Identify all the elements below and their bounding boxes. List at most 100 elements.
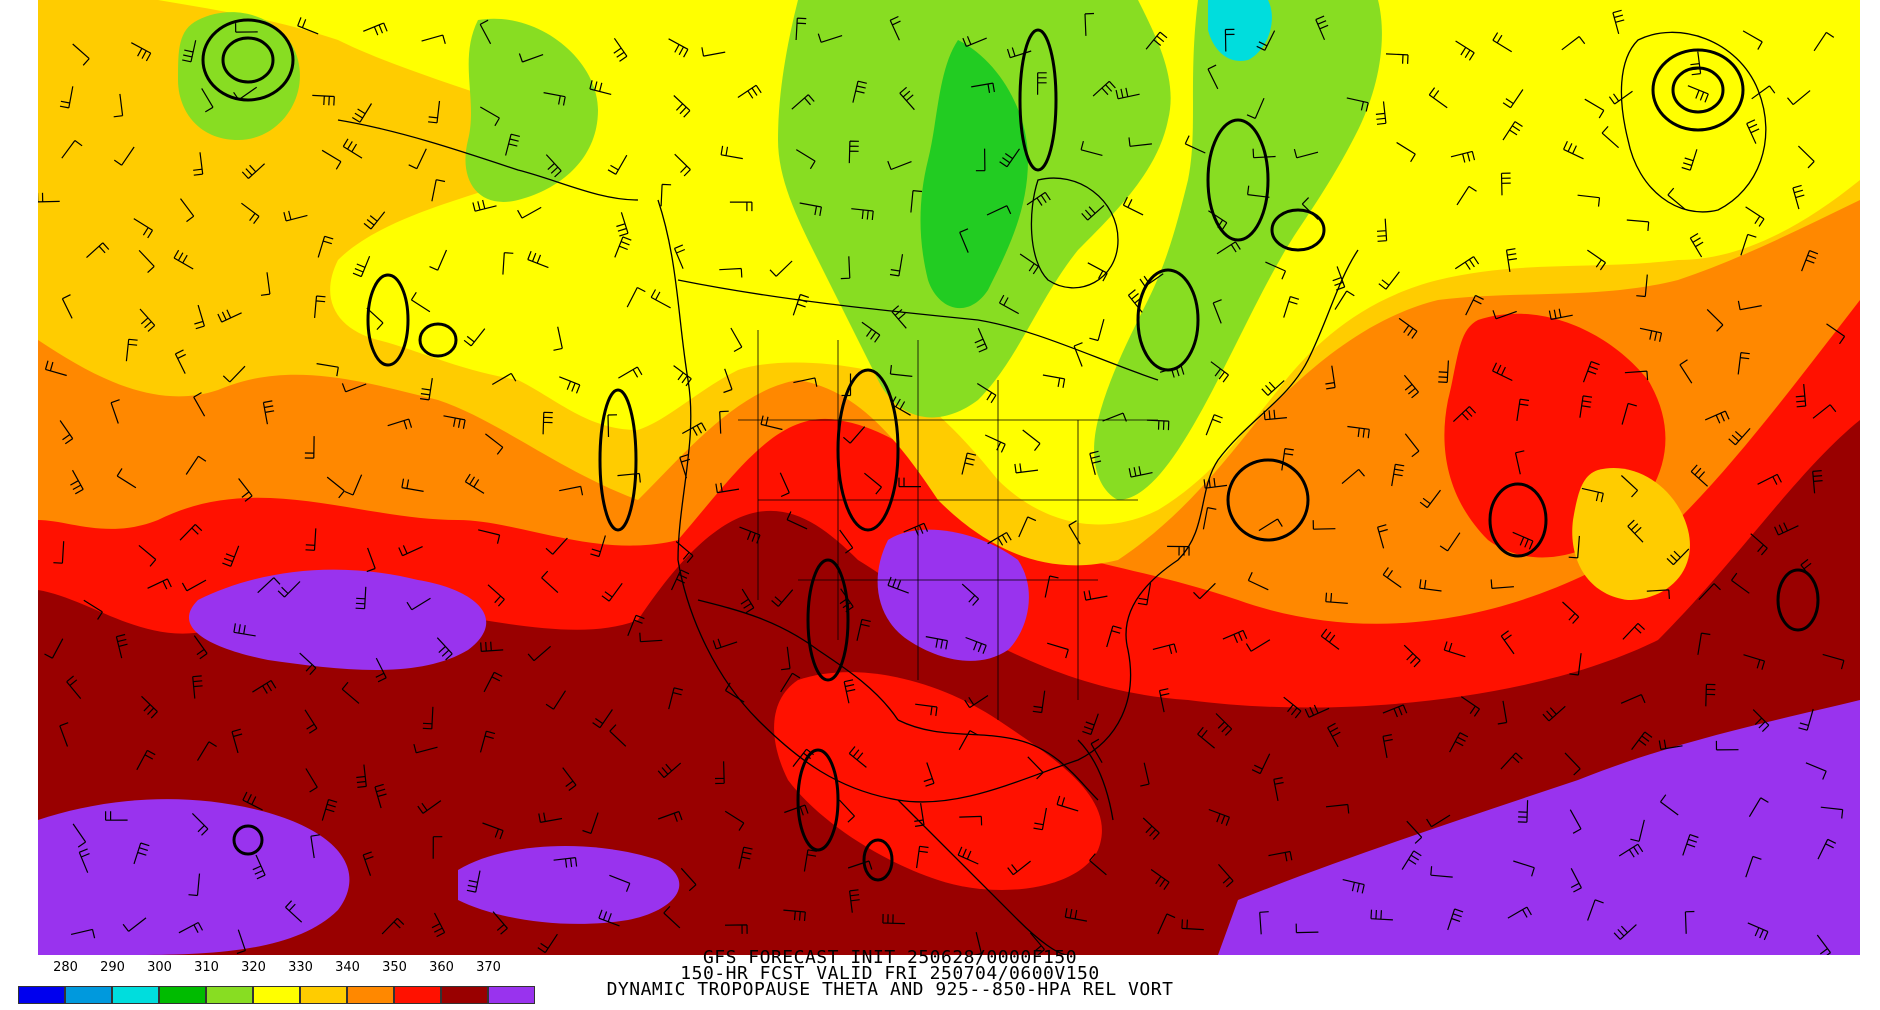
- wind-barb: [1377, 524, 1388, 549]
- vort-contour: [201, 18, 295, 102]
- wind-barb: [987, 531, 1012, 546]
- wind-barb: [542, 411, 553, 435]
- wind-barb: [1404, 433, 1420, 458]
- wind-barb: [1014, 463, 1039, 474]
- wind-barb: [998, 294, 1019, 315]
- field-purple-pacific: [188, 569, 487, 670]
- wind-barb: [1704, 410, 1730, 424]
- wind-barb: [420, 378, 433, 401]
- wind-barb: [675, 541, 694, 563]
- wind-barb: [1202, 507, 1217, 530]
- wind-barb: [1283, 296, 1300, 318]
- wind-barb: [1681, 149, 1698, 171]
- wind-barb: [1490, 579, 1514, 589]
- wind-barb: [192, 675, 203, 699]
- wind-barb: [344, 474, 363, 496]
- wind-barb: [1281, 448, 1294, 471]
- wind-barb: [408, 148, 427, 170]
- wind-barb: [852, 80, 867, 103]
- wind-barb: [1667, 187, 1686, 210]
- wind-barb: [53, 541, 65, 564]
- wind-barb: [1822, 653, 1845, 670]
- wind-barb: [1797, 145, 1815, 169]
- caption-init-line: GFS FORECAST INIT 250628/0000F150: [702, 947, 1078, 968]
- legend-label: 330: [288, 960, 313, 975]
- wind-barb: [1456, 185, 1477, 206]
- wind-barb: [233, 623, 256, 637]
- wind-barb: [1341, 468, 1365, 485]
- wind-barb: [241, 163, 266, 179]
- wind-barb: [1158, 688, 1170, 713]
- wind-barb: [133, 842, 150, 865]
- wind-barb: [398, 545, 423, 557]
- wind-barb: [1792, 184, 1805, 210]
- wind-barb: [1396, 141, 1416, 163]
- wind-barb: [657, 810, 683, 822]
- wind-barb: [482, 822, 504, 840]
- legend-label: 280: [53, 960, 78, 975]
- wind-barb: [1684, 910, 1695, 934]
- alaska: [337, 119, 639, 201]
- vort-contour: [598, 388, 638, 532]
- wind-barb: [1006, 47, 1032, 59]
- wind-barb: [1627, 519, 1644, 543]
- wind-barb: [1492, 32, 1513, 53]
- wind-barb: [321, 799, 338, 821]
- wind-barb: [618, 366, 643, 379]
- wind-barb: [362, 851, 374, 876]
- wind-barb: [1570, 868, 1582, 893]
- wind-barb: [421, 34, 446, 44]
- wind-barb: [786, 511, 808, 530]
- wind-barb: [366, 547, 376, 573]
- wind-barb: [1447, 908, 1464, 931]
- wind-barb: [131, 42, 152, 62]
- wind-barb: [627, 614, 645, 637]
- wind-barb: [590, 535, 606, 558]
- wind-barb: [719, 267, 743, 278]
- wind-barb: [1497, 700, 1508, 725]
- wind-barb: [889, 15, 901, 41]
- wind-barb: [1064, 908, 1088, 922]
- wind-barb: [193, 392, 206, 417]
- wind-barb: [925, 636, 948, 650]
- wind-barb: [1256, 30, 1276, 51]
- wind-barb: [1492, 362, 1513, 382]
- wind-barb: [193, 635, 208, 660]
- wind-barb: [673, 365, 692, 387]
- wind-barb: [321, 149, 342, 170]
- wind-barb: [680, 867, 697, 892]
- wind-barb: [466, 870, 481, 893]
- wind-barb: [236, 929, 246, 955]
- wind-barb: [363, 211, 386, 230]
- wind-barb: [233, 86, 258, 101]
- wind-barb: [617, 472, 641, 484]
- wind-barb: [381, 917, 405, 935]
- wind-barb: [422, 706, 434, 730]
- wind-barb: [792, 748, 814, 767]
- wind-barb: [848, 746, 867, 768]
- wind-barb: [1382, 704, 1408, 718]
- wind-barb: [1403, 644, 1421, 668]
- wind-barb: [341, 383, 367, 393]
- wind-barb: [899, 86, 915, 111]
- vort-contour: [1488, 482, 1548, 558]
- legend-swatch: [159, 986, 206, 1004]
- wind-barb: [173, 249, 194, 270]
- vort-contour: [221, 36, 275, 84]
- wind-barb: [856, 618, 871, 641]
- wind-barb: [1805, 762, 1827, 780]
- wind-barb: [1215, 713, 1233, 736]
- wind-barb: [1295, 923, 1319, 934]
- wind-barb: [1245, 639, 1271, 652]
- wind-barb: [1181, 919, 1204, 931]
- wind-barb: [1624, 370, 1649, 381]
- wind-barb: [1746, 119, 1760, 144]
- wind-barb: [1401, 850, 1422, 870]
- wind-barb: [1505, 248, 1517, 272]
- wind-barb: [1283, 696, 1302, 719]
- wind-barb: [1370, 909, 1393, 921]
- wind-barb: [1439, 532, 1461, 552]
- wind-barb: [1450, 150, 1476, 163]
- wind-barb: [1507, 906, 1532, 919]
- wind-barb: [1205, 414, 1223, 436]
